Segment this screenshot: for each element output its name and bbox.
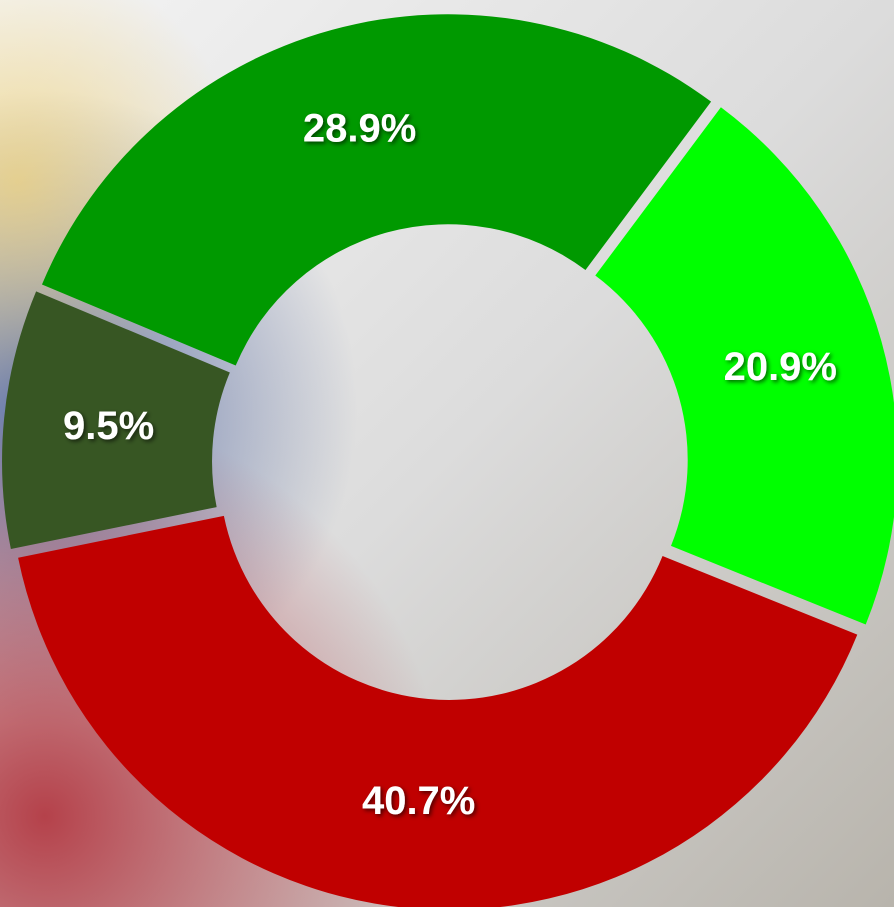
data-label: 9.5% [63,404,154,448]
chart: 28.9% 20.9% 40.7% 9.5% [0,0,894,907]
data-label: 40.7% [362,779,475,823]
data-label: 20.9% [724,345,837,389]
data-label: 28.9% [303,107,416,151]
